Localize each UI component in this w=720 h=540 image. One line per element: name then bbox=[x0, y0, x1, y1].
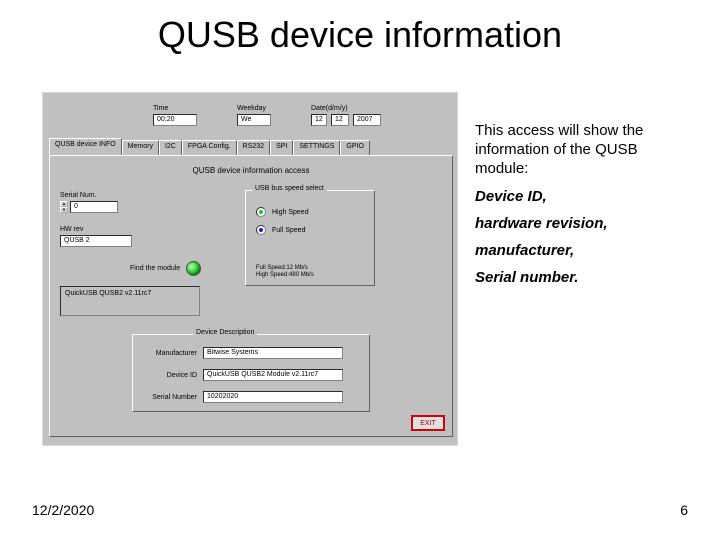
weekday-label: Weekday bbox=[237, 105, 271, 112]
explanation-block: This access will show the information of… bbox=[475, 122, 687, 296]
time-label: Time bbox=[153, 105, 197, 112]
explanation-item: hardware revision, bbox=[475, 215, 687, 232]
explanation-item: manufacturer, bbox=[475, 242, 687, 259]
header-date-col: Date(d/m/y) 12 12 2007 bbox=[311, 105, 381, 126]
date-month-field[interactable]: 12 bbox=[331, 114, 349, 126]
speed-note-line: Full Speed:12 Mb/s bbox=[256, 265, 314, 272]
desc-label: Manufacturer bbox=[141, 350, 197, 357]
radio-icon[interactable] bbox=[256, 207, 266, 217]
header-weekday-col: Weekday We bbox=[237, 105, 271, 126]
hwrev-value-field[interactable]: QUSB 2 bbox=[60, 235, 132, 247]
radio-high-speed[interactable]: High Speed bbox=[256, 207, 364, 217]
explanation-intro: This access will show the information of… bbox=[475, 122, 687, 178]
weekday-field[interactable]: We bbox=[237, 114, 271, 126]
description-group: Device Description Manufacturer Bitwise … bbox=[132, 334, 370, 412]
tab-rs232[interactable]: RS232 bbox=[237, 140, 270, 155]
header-time-col: Time 00:20 bbox=[153, 105, 197, 126]
header-row: Time 00:20 Weekday We Date(d/m/y) 12 12 … bbox=[43, 105, 457, 126]
desc-label: Device ID bbox=[141, 372, 197, 379]
serial-group: Serial Num. ▲ ▼ 0 bbox=[60, 192, 118, 213]
tab-fpga[interactable]: FPGA Config. bbox=[182, 140, 237, 155]
desc-row-serial: Serial Number 10202020 bbox=[141, 391, 343, 403]
tab-memory[interactable]: Memory bbox=[122, 140, 159, 155]
footer-date: 12/2/2020 bbox=[32, 502, 94, 518]
find-label: Find the module bbox=[130, 265, 180, 272]
explanation-item: Serial number. bbox=[475, 269, 687, 286]
desc-value-field: QuickUSB QUSB2 Module v2.11rc7 bbox=[203, 369, 343, 381]
time-field[interactable]: 00:20 bbox=[153, 114, 197, 126]
date-label: Date(d/m/y) bbox=[311, 105, 381, 112]
screenshot-panel: Time 00:20 Weekday We Date(d/m/y) 12 12 … bbox=[42, 92, 458, 446]
radio-label: Full Speed bbox=[272, 227, 305, 234]
desc-value-field: Bitwise Systems bbox=[203, 347, 343, 359]
description-group-label: Device Description bbox=[193, 329, 257, 336]
tab-gpio[interactable]: GPIO bbox=[340, 140, 370, 155]
status-led-icon bbox=[186, 261, 201, 276]
date-day-field[interactable]: 12 bbox=[311, 114, 327, 126]
tab-i2c[interactable]: I2C bbox=[159, 140, 182, 155]
find-module: Find the module bbox=[130, 261, 201, 276]
tab-pane: QUSB device information access Serial Nu… bbox=[49, 155, 453, 437]
date-year-field[interactable]: 2007 bbox=[353, 114, 381, 126]
desc-value-field: 10202020 bbox=[203, 391, 343, 403]
tab-qusb-info[interactable]: QUSB device INFO bbox=[49, 138, 122, 155]
hwrev-label: HW rev bbox=[60, 226, 132, 233]
firmware-box: QuickUSB QUSB2 v2.11rc7 bbox=[60, 286, 200, 316]
speed-note-line: High Speed:480 Mb/s bbox=[256, 272, 314, 279]
explanation-item: Device ID, bbox=[475, 188, 687, 205]
speed-note: Full Speed:12 Mb/s High Speed:480 Mb/s bbox=[256, 265, 314, 279]
serial-label: Serial Num. bbox=[60, 192, 118, 199]
footer-page-number: 6 bbox=[680, 502, 688, 518]
desc-label: Serial Number bbox=[141, 394, 197, 401]
serial-value-field[interactable]: 0 bbox=[70, 201, 118, 213]
pane-title: QUSB device information access bbox=[50, 166, 452, 175]
desc-row-manufacturer: Manufacturer Bitwise Systems bbox=[141, 347, 343, 359]
desc-row-deviceid: Device ID QuickUSB QUSB2 Module v2.11rc7 bbox=[141, 369, 343, 381]
radio-icon[interactable] bbox=[256, 225, 266, 235]
speed-group: USB bus speed select High Speed Full Spe… bbox=[245, 190, 375, 286]
radio-label: High Speed bbox=[272, 209, 309, 216]
tab-spi[interactable]: SPI bbox=[270, 140, 293, 155]
chevron-down-icon[interactable]: ▼ bbox=[60, 207, 68, 213]
serial-stepper[interactable]: ▲ ▼ bbox=[60, 201, 67, 213]
tab-settings[interactable]: SETTINGS bbox=[293, 140, 340, 155]
tab-bar: QUSB device INFO Memory I2C FPGA Config.… bbox=[49, 139, 453, 155]
exit-button[interactable]: EXIT bbox=[411, 415, 445, 431]
speed-group-label: USB bus speed select bbox=[252, 185, 327, 192]
slide-title: QUSB device information bbox=[0, 14, 720, 56]
hwrev-group: HW rev QUSB 2 bbox=[60, 226, 132, 247]
radio-full-speed[interactable]: Full Speed bbox=[256, 225, 364, 235]
